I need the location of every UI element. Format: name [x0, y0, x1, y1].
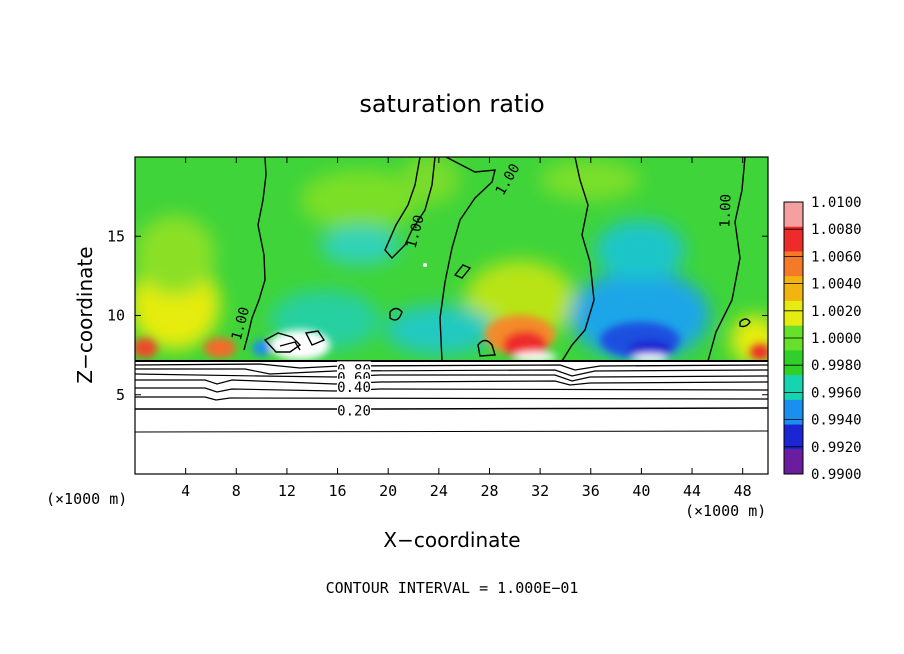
x-tick-label: 28: [480, 482, 498, 500]
colorbar-swatch: [784, 276, 803, 302]
plot-area: 1.001.001.001.000.800.600.400.20: [134, 156, 769, 475]
colorbar-swatch: [784, 251, 803, 277]
colorbar-swatch: [784, 375, 803, 401]
colorbar-level-label: 1.0020: [811, 304, 862, 320]
x-tick-label: 16: [329, 482, 347, 500]
colorbar-swatch: [784, 226, 803, 252]
colorbar-level-label: 1.0000: [811, 331, 862, 347]
colorbar-level-label: 0.9900: [811, 467, 862, 483]
colorbar-level-label: 0.9940: [811, 413, 862, 429]
colorbar-level-label: 1.0080: [811, 222, 862, 238]
colorbar: 1.0100 1.0080 1.0060 1.0040 1.0020 1.0000 0.99…: [783, 195, 862, 483]
x-tick-label: 32: [531, 482, 549, 500]
colorbar-level-label: 0.9980: [811, 358, 862, 374]
contour-interval-footer: CONTOUR INTERVAL = 1.000E−01: [326, 579, 579, 597]
x-tick-label: 24: [430, 482, 448, 500]
chart-title: saturation ratio: [359, 90, 544, 118]
colorbar-swatch: [784, 399, 803, 426]
x-tick-label: 48: [734, 482, 752, 500]
colorbar-level-label: 0.9960: [811, 385, 862, 401]
colorbar-swatch: [784, 300, 803, 327]
colorbar-swatch: [784, 350, 803, 376]
y-axis-label: Z−coordinate: [73, 246, 97, 383]
contour-lines: [243, 157, 751, 362]
contour-label: 0.20: [337, 402, 372, 420]
contour-label: 0.40: [337, 378, 372, 396]
x-tick-label: 44: [683, 482, 701, 500]
y-tick-label: 10: [107, 307, 125, 325]
x-tick-label: 12: [278, 482, 296, 500]
colorbar-level-label: 0.9920: [811, 440, 862, 456]
x-tick-label: 8: [232, 482, 241, 500]
svg-text:0.40: 0.40: [337, 380, 371, 396]
z-unit-label: (×1000 m): [46, 490, 127, 508]
colorbar-level-label: 1.0100: [811, 195, 862, 211]
contour-label: 1.00: [717, 194, 734, 228]
x-axis-label: X−coordinate: [383, 528, 520, 552]
colorbar-swatch: [784, 424, 803, 450]
x-tick-label: 40: [632, 482, 650, 500]
colorbar-swatch: [784, 449, 803, 475]
svg-text:1.00: 1.00: [717, 194, 734, 228]
heatmap-field: [135, 157, 768, 361]
colorbar-level-label: 1.0040: [811, 277, 862, 293]
svg-text:0.20: 0.20: [337, 404, 371, 420]
x-unit-label: (×1000 m): [685, 502, 766, 520]
x-tick-label: 36: [582, 482, 600, 500]
y-tick-label: 5: [116, 386, 125, 404]
colorbar-level-label: 1.0060: [811, 249, 862, 265]
x-tick-label: 4: [181, 482, 190, 500]
colorbar-swatch: [784, 202, 803, 228]
y-tick-label: 15: [107, 227, 125, 245]
x-tick-label: 20: [379, 482, 397, 500]
